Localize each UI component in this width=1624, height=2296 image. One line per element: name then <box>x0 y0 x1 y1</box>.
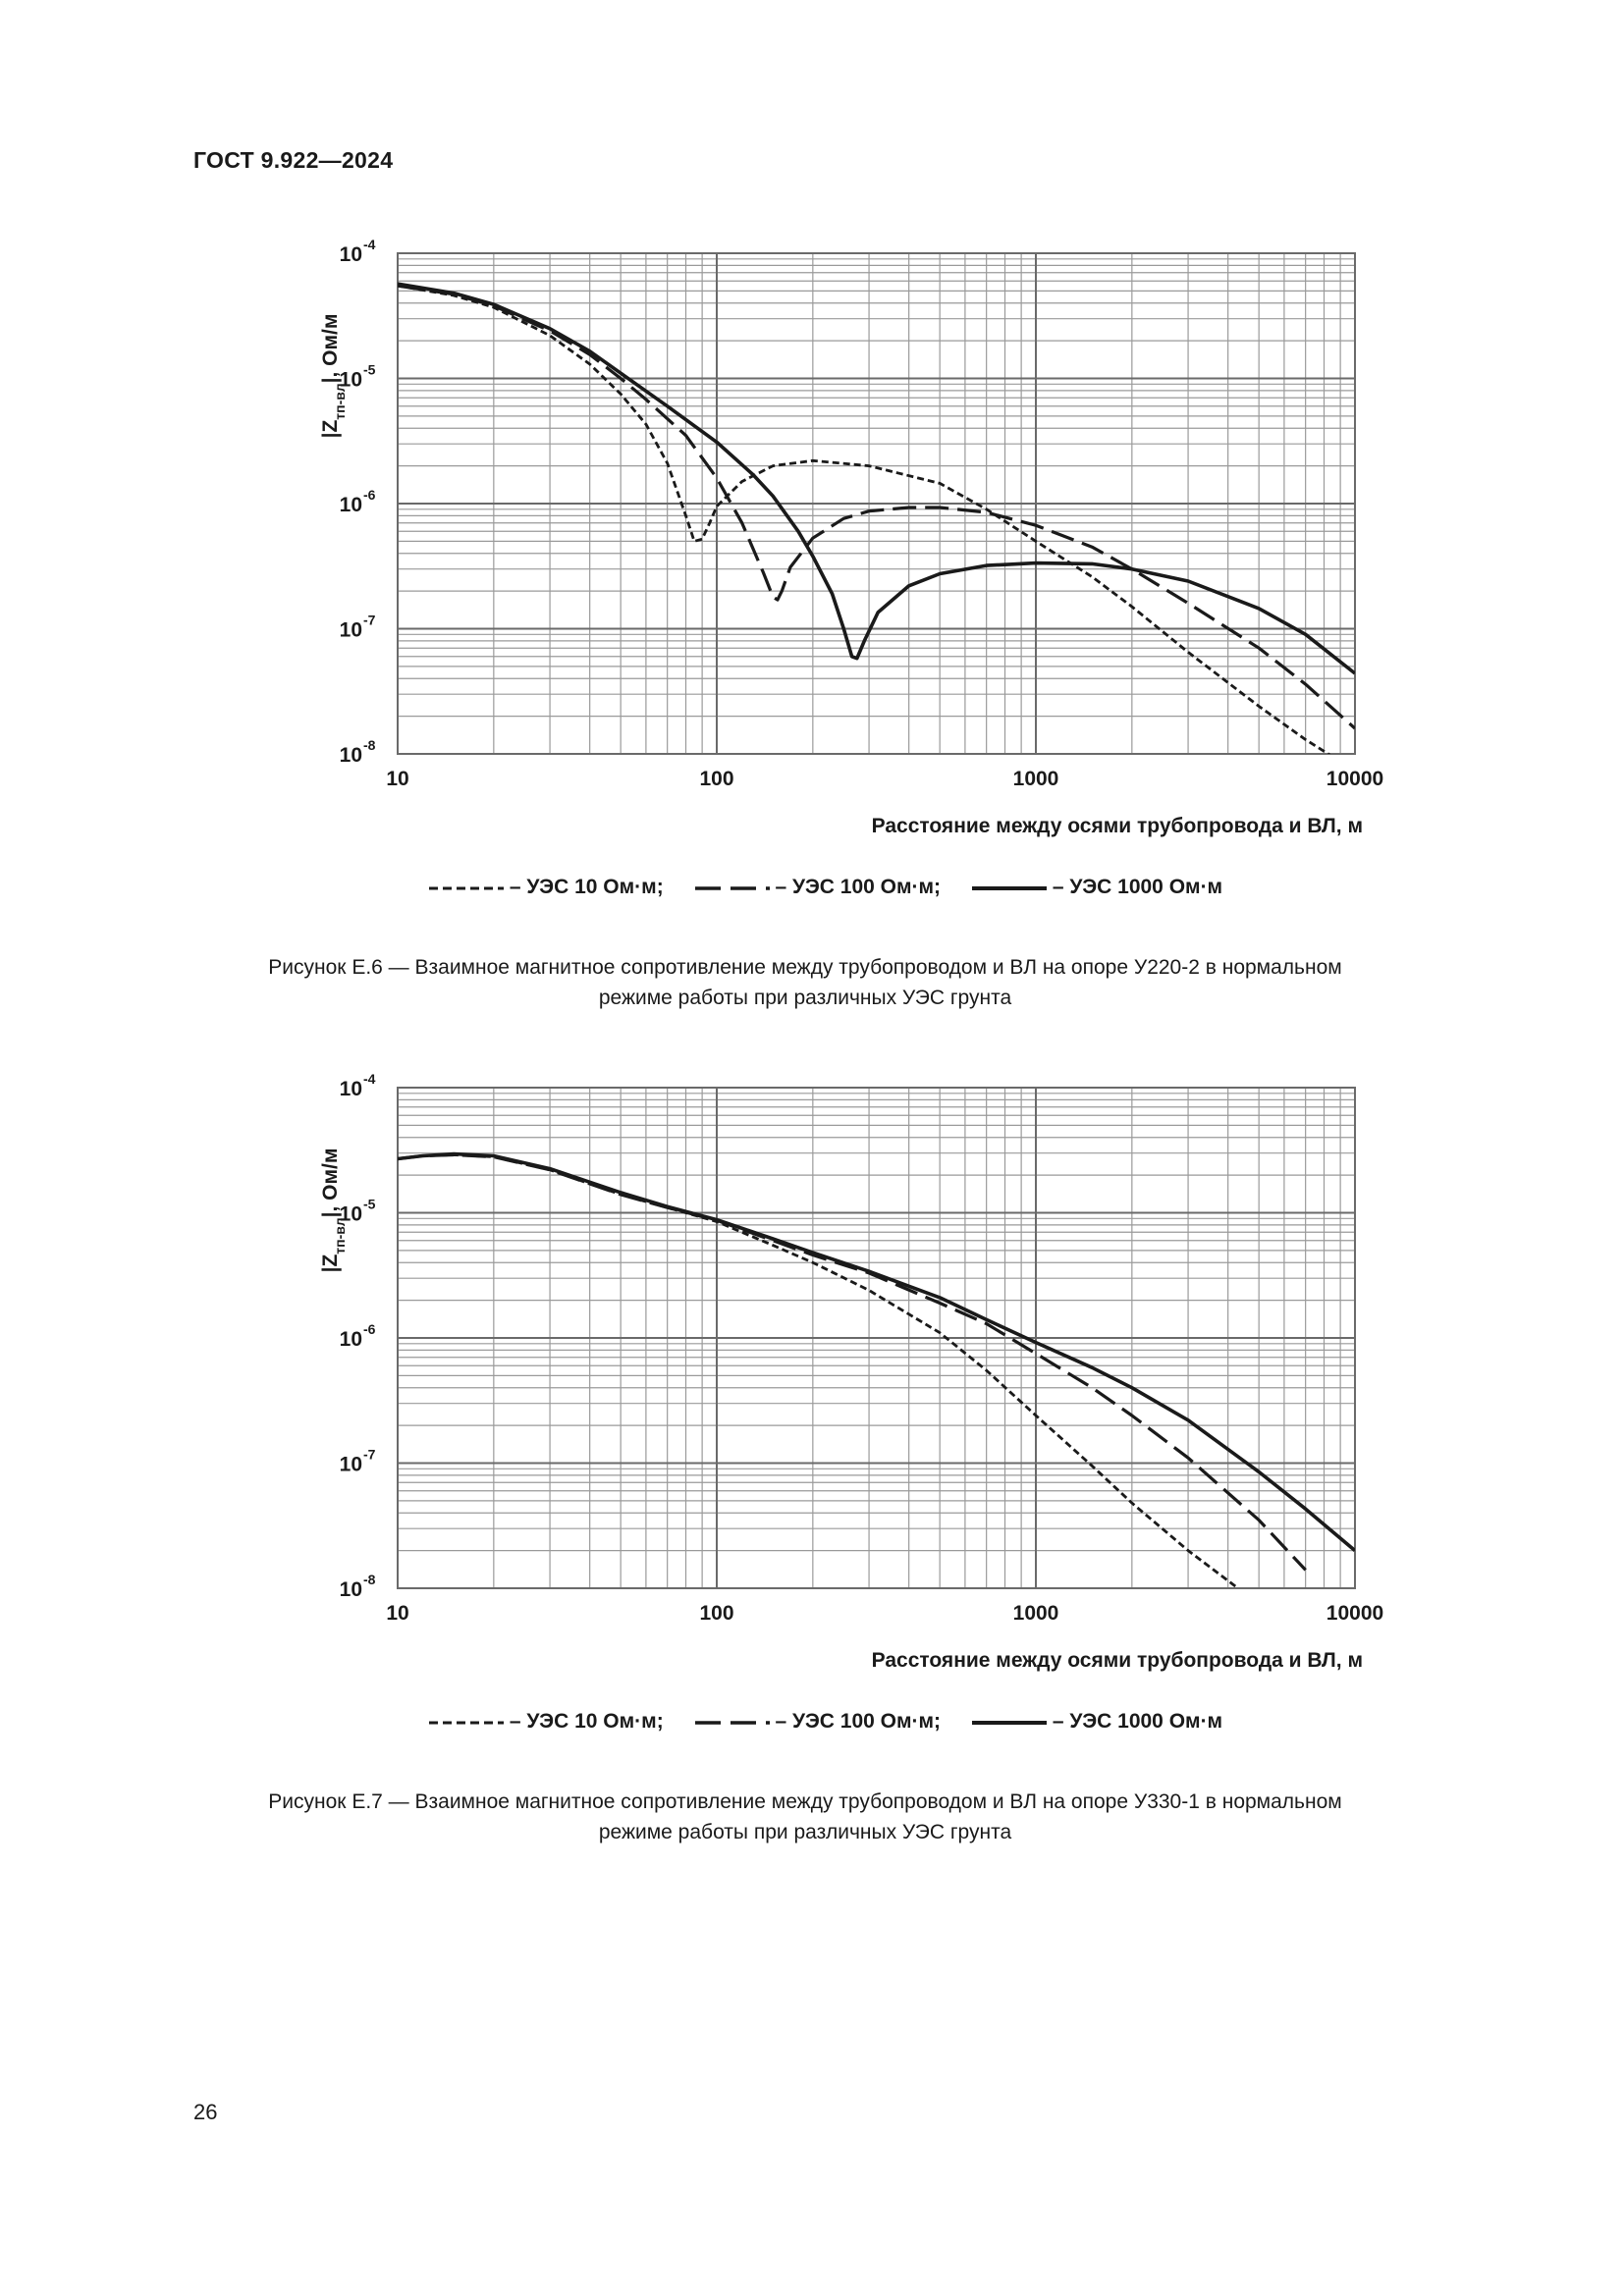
legend-item-10: – УЭС 10 Ом·м; <box>427 1710 664 1734</box>
series-line-solid <box>398 1151 1355 1552</box>
legend-item-100: – УЭС 100 Ом·м; <box>693 876 942 899</box>
y-tick-label: 10 <box>340 494 362 516</box>
y-tick-exponent: -8 <box>363 1572 376 1587</box>
legend-label: – УЭС 100 Ом·м; <box>775 1710 942 1734</box>
legend-label: – УЭС 1000 Ом·м <box>1052 1710 1223 1734</box>
legend-item-100: – УЭС 100 Ом·м; <box>693 1710 942 1734</box>
legend-swatch-dotted <box>428 886 504 890</box>
legend-label: – УЭС 10 Ом·м; <box>509 1710 664 1734</box>
x-tick-label: 10 <box>386 768 408 790</box>
legend-item-1000: – УЭС 1000 Ом·м <box>970 1710 1222 1734</box>
series-line-dashed <box>398 284 1355 730</box>
x-tick-label: 100 <box>699 768 733 790</box>
series-line-dotted <box>398 1153 1239 1588</box>
x-axis-title: Расстояние между осями трубопровода и ВЛ… <box>872 1649 1363 1672</box>
y-tick-label: 10 <box>340 1578 362 1601</box>
caption-line: Рисунок Е.7 — Взаимное магнитное сопроти… <box>268 1790 1342 1813</box>
legend-label: – УЭС 100 Ом·м; <box>775 876 942 899</box>
y-tick-label: 10 <box>340 744 362 767</box>
x-tick-label: 10 <box>386 1602 408 1625</box>
plot-frame <box>397 252 1356 755</box>
figure-e6: 10 100 1000 10000 10 -8 10 -7 10 -6 10 -5 10 -4 Рассто… <box>255 236 1394 1009</box>
figure-caption-e6: Рисунок Е.6 — Взаимное магнитное сопроти… <box>118 952 1492 1013</box>
series-line-dotted <box>398 284 1331 754</box>
caption-line: режиме работы при различных УЭС грунта <box>598 987 1012 1009</box>
legend-item-10: – УЭС 10 Ом·м; <box>427 876 664 899</box>
legend-swatch-dashed <box>694 886 770 890</box>
figure-e7: 10 100 1000 10000 10 -8 10 -7 10 -6 10 -5 10 -4 Рассто… <box>255 1070 1394 1843</box>
y-tick-label: 10 <box>340 243 362 266</box>
x-axis-title: Расстояние между осями трубопровода и ВЛ… <box>872 815 1363 837</box>
x-tick-label: 1000 <box>1013 1602 1059 1625</box>
y-tick-label: 10 <box>340 369 362 392</box>
x-tick-label: 10000 <box>1326 768 1383 790</box>
y-tick-exponent: -7 <box>363 613 376 628</box>
y-tick-exponent: -4 <box>363 237 376 252</box>
x-tick-label: 1000 <box>1013 768 1059 790</box>
legend-swatch-solid <box>971 885 1047 890</box>
y-axis-title: |Zтп-вл|, Ом/м <box>319 314 348 439</box>
legend-swatch-dotted <box>428 1721 504 1725</box>
caption-line: Рисунок Е.6 — Взаимное магнитное сопроти… <box>268 956 1342 979</box>
y-tick-label: 10 <box>340 619 362 642</box>
y-tick-exponent: -7 <box>363 1447 376 1463</box>
legend-swatch-solid <box>971 1720 1047 1725</box>
y-axis-title: |Zтп-вл|, Ом/м <box>319 1148 348 1273</box>
legend-label: – УЭС 1000 Ом·м <box>1052 876 1223 899</box>
y-tick-exponent: -6 <box>363 487 376 503</box>
y-tick-exponent: -5 <box>363 1197 376 1212</box>
y-tick-label: 10 <box>340 1078 362 1100</box>
y-tick-label: 10 <box>340 1328 362 1351</box>
x-tick-label: 100 <box>699 1602 733 1625</box>
series-line-solid <box>398 282 1355 675</box>
caption-line: режиме работы при различных УЭС грунта <box>598 1821 1012 1843</box>
legend-label: – УЭС 10 Ом·м; <box>509 876 664 899</box>
y-tick-label: 10 <box>340 1203 362 1226</box>
legend-swatch-dashed <box>694 1721 770 1725</box>
plot-frame <box>397 1087 1356 1589</box>
page-number: 26 <box>193 2100 218 2124</box>
grid <box>397 1087 1356 1589</box>
x-tick-label: 10000 <box>1326 1602 1383 1625</box>
legend-e6: – УЭС 10 Ом·м; – УЭС 100 Ом·м; – УЭС 100… <box>255 876 1394 899</box>
y-tick-exponent: -4 <box>363 1071 376 1087</box>
y-tick-exponent: -8 <box>363 737 376 753</box>
legend-e7: – УЭС 10 Ом·м; – УЭС 100 Ом·м; – УЭС 100… <box>255 1710 1394 1734</box>
legend-item-1000: – УЭС 1000 Ом·м <box>970 876 1222 899</box>
y-tick-label: 10 <box>340 1454 362 1476</box>
series-line-dashed <box>398 1152 1307 1572</box>
figure-caption-e7: Рисунок Е.7 — Взаимное магнитное сопроти… <box>118 1787 1492 1847</box>
document-header: ГОСТ 9.922—2024 <box>193 147 394 173</box>
y-tick-exponent: -6 <box>363 1321 376 1337</box>
y-tick-exponent: -5 <box>363 362 376 378</box>
